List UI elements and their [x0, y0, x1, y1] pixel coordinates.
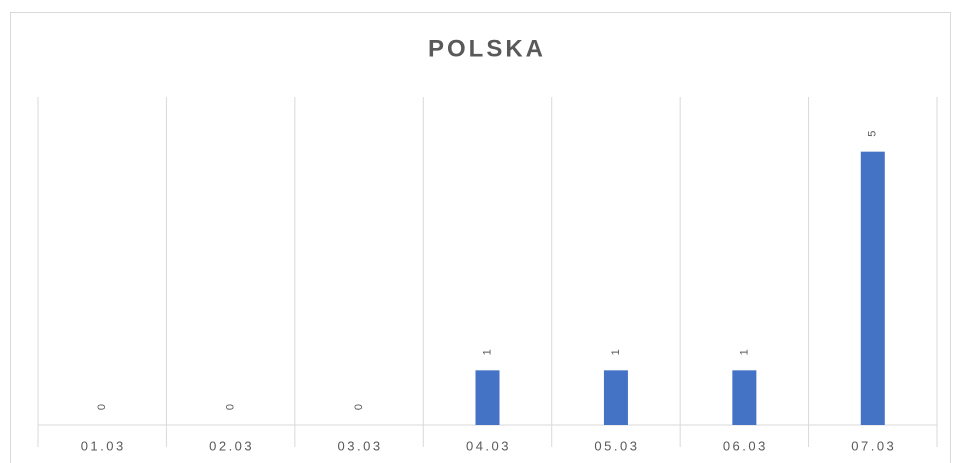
data-label: 0 [96, 404, 108, 410]
data-label: 0 [353, 404, 365, 410]
x-tick-label: 05.03 [594, 438, 639, 453]
data-label: 1 [738, 349, 750, 355]
x-tick-label: 06.03 [723, 438, 768, 453]
bar [603, 370, 628, 425]
data-label: 1 [610, 349, 622, 355]
chart-title: POLSKA [428, 35, 546, 62]
bar [732, 370, 757, 425]
x-tick-label: 04.03 [466, 438, 511, 453]
x-tick-label: 07.03 [851, 438, 896, 453]
data-label: 5 [867, 131, 879, 137]
bar [475, 370, 500, 425]
data-label: 1 [481, 349, 493, 355]
x-tick-label: 03.03 [338, 438, 383, 453]
bar [860, 151, 885, 425]
x-tick-label: 02.03 [209, 438, 254, 453]
data-label: 0 [225, 404, 237, 410]
x-tick-label: 01.03 [81, 438, 126, 453]
